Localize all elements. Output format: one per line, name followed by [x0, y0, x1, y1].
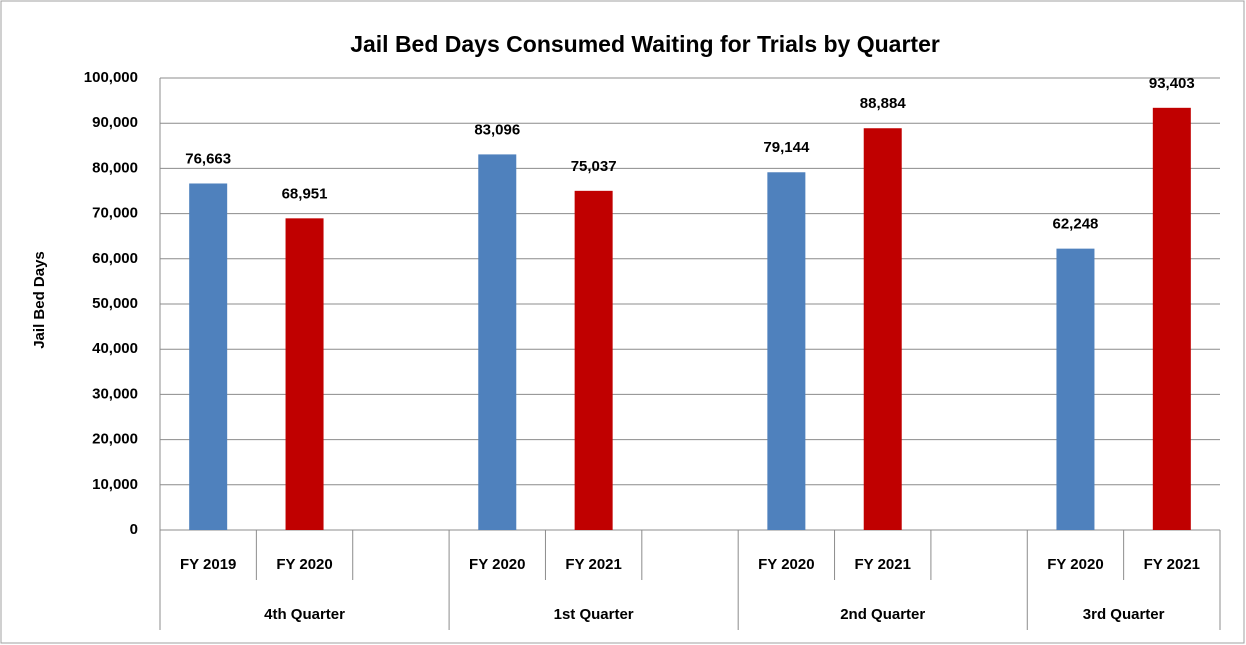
value-label: 83,096	[474, 121, 520, 138]
bar	[863, 128, 902, 530]
value-label: 79,144	[763, 139, 810, 156]
value-label: 76,663	[185, 150, 231, 167]
bar	[285, 218, 324, 530]
x-tick-label: FY 2021	[565, 556, 621, 573]
group-label: 4th Quarter	[264, 606, 345, 623]
y-tick-label: 40,000	[92, 340, 138, 357]
x-tick-label: FY 2020	[276, 556, 332, 573]
bar	[478, 154, 517, 531]
value-label: 75,037	[571, 158, 617, 175]
y-tick-label: 20,000	[92, 431, 138, 448]
x-tick-label: FY 2019	[180, 556, 236, 573]
x-tick-label: FY 2020	[1047, 556, 1103, 573]
y-tick-label: 60,000	[92, 250, 138, 267]
y-tick-label: 30,000	[92, 385, 138, 402]
y-tick-label: 90,000	[92, 114, 138, 131]
value-label: 68,951	[282, 185, 328, 202]
bar	[1152, 107, 1191, 530]
bar	[1056, 248, 1095, 530]
value-label: 88,884	[860, 95, 907, 112]
y-axis-title: Jail Bed Days	[31, 251, 48, 349]
x-tick-label: FY 2020	[469, 556, 525, 573]
x-tick-label: FY 2021	[1144, 556, 1200, 573]
y-tick-label: 0	[130, 521, 138, 538]
y-tick-label: 100,000	[84, 69, 138, 86]
chart-title: Jail Bed Days Consumed Waiting for Trial…	[350, 31, 940, 57]
y-tick-label: 50,000	[92, 295, 138, 312]
group-label: 1st Quarter	[554, 606, 634, 623]
value-label: 93,403	[1149, 75, 1195, 92]
group-label: 2nd Quarter	[840, 606, 925, 623]
x-tick-label: FY 2020	[758, 556, 814, 573]
bar	[574, 190, 613, 530]
bar	[767, 172, 806, 531]
y-tick-label: 70,000	[92, 205, 138, 222]
x-tick-label: FY 2021	[855, 556, 911, 573]
y-tick-label: 80,000	[92, 159, 138, 176]
group-label: 3rd Quarter	[1083, 606, 1165, 623]
bar	[189, 183, 228, 530]
value-label: 62,248	[1053, 216, 1099, 233]
y-tick-label: 10,000	[92, 476, 138, 493]
